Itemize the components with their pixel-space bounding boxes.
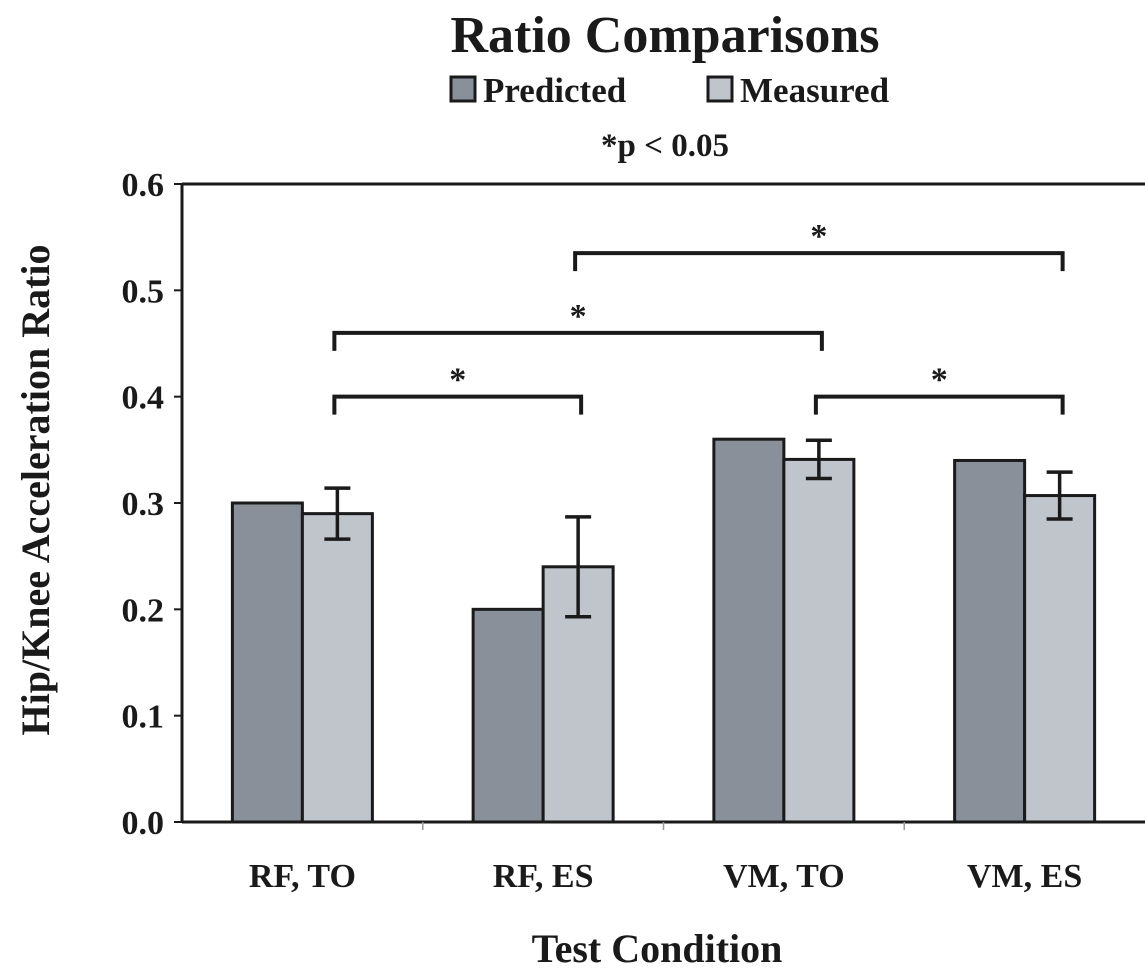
bar-measured-3 xyxy=(782,457,856,824)
bar-predicted-1 xyxy=(230,501,304,824)
significance-star: * xyxy=(810,218,827,255)
significance-star: * xyxy=(931,362,948,399)
significance-bracket xyxy=(332,394,584,415)
y-tick-label: 0.2 xyxy=(122,592,165,629)
bar-measured-1 xyxy=(300,512,374,824)
bar-predicted-2 xyxy=(471,607,545,824)
legend-swatch-measured xyxy=(706,75,734,103)
bar-predicted-3 xyxy=(712,437,786,824)
y-tick-label: 0.1 xyxy=(122,699,165,736)
y-tick-label: 0.0 xyxy=(122,805,165,842)
x-tick-label: RF, ES xyxy=(493,858,594,895)
y-tick-label: 0.5 xyxy=(122,273,165,310)
x-tick-label: VM, ES xyxy=(967,858,1082,895)
significance-bracket xyxy=(573,251,1065,272)
significance-star: * xyxy=(570,298,587,335)
bar-predicted-4 xyxy=(953,458,1027,824)
x-tick-label: VM, TO xyxy=(723,858,845,895)
y-tick-label: 0.6 xyxy=(122,167,165,204)
bar-measured-2 xyxy=(541,565,615,824)
significance-note: *p < 0.05 xyxy=(601,128,729,164)
x-axis-title: Test Condition xyxy=(532,926,783,971)
y-tick-label: 0.3 xyxy=(122,486,165,523)
legend-label-measured: Measured xyxy=(740,71,890,110)
significance-bracket xyxy=(813,394,1065,415)
x-tick-label: RF, TO xyxy=(249,858,356,895)
legend-swatch-predicted xyxy=(449,75,477,103)
y-axis-title: Hip/Knee Acceleration Ratio xyxy=(13,244,58,735)
significance-bracket xyxy=(332,330,824,351)
chart-title: Ratio Comparisons xyxy=(450,7,879,64)
bar-measured-4 xyxy=(1023,494,1097,824)
legend: Predicted Measured xyxy=(449,71,890,110)
legend-label-predicted: Predicted xyxy=(483,71,627,110)
y-tick-label: 0.4 xyxy=(122,380,165,417)
plot-area: 0.0 0.1 0.2 0.3 0.4 0.5 0.6 RF, TO RF, ES VM, TO V… xyxy=(122,167,1145,895)
significance-star: * xyxy=(449,362,466,399)
